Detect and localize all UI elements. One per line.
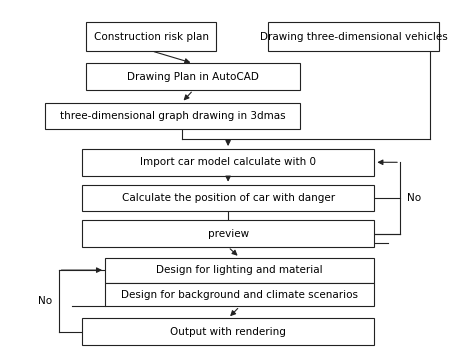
Text: three-dimensional graph drawing in 3dmas: three-dimensional graph drawing in 3dmas bbox=[60, 111, 285, 121]
Text: Design for lighting and material: Design for lighting and material bbox=[156, 265, 323, 275]
Text: Calculate the position of car with danger: Calculate the position of car with dange… bbox=[121, 193, 335, 203]
Text: Construction risk plan: Construction risk plan bbox=[94, 31, 209, 42]
Text: Drawing Plan in AutoCAD: Drawing Plan in AutoCAD bbox=[128, 72, 259, 82]
FancyBboxPatch shape bbox=[268, 22, 439, 51]
FancyBboxPatch shape bbox=[86, 22, 217, 51]
FancyBboxPatch shape bbox=[105, 283, 374, 307]
FancyBboxPatch shape bbox=[86, 63, 300, 90]
FancyBboxPatch shape bbox=[45, 102, 300, 129]
FancyBboxPatch shape bbox=[82, 318, 374, 345]
Text: No: No bbox=[407, 193, 421, 203]
FancyBboxPatch shape bbox=[105, 258, 374, 283]
FancyBboxPatch shape bbox=[82, 149, 374, 176]
FancyBboxPatch shape bbox=[82, 185, 374, 211]
Text: Drawing three-dimensional vehicles: Drawing three-dimensional vehicles bbox=[260, 31, 447, 42]
Text: Output with rendering: Output with rendering bbox=[170, 327, 286, 337]
Text: Import car model calculate with 0: Import car model calculate with 0 bbox=[140, 157, 316, 167]
Text: preview: preview bbox=[208, 228, 249, 239]
FancyBboxPatch shape bbox=[82, 220, 374, 247]
Text: Design for background and climate scenarios: Design for background and climate scenar… bbox=[121, 290, 358, 300]
Text: No: No bbox=[37, 296, 52, 306]
